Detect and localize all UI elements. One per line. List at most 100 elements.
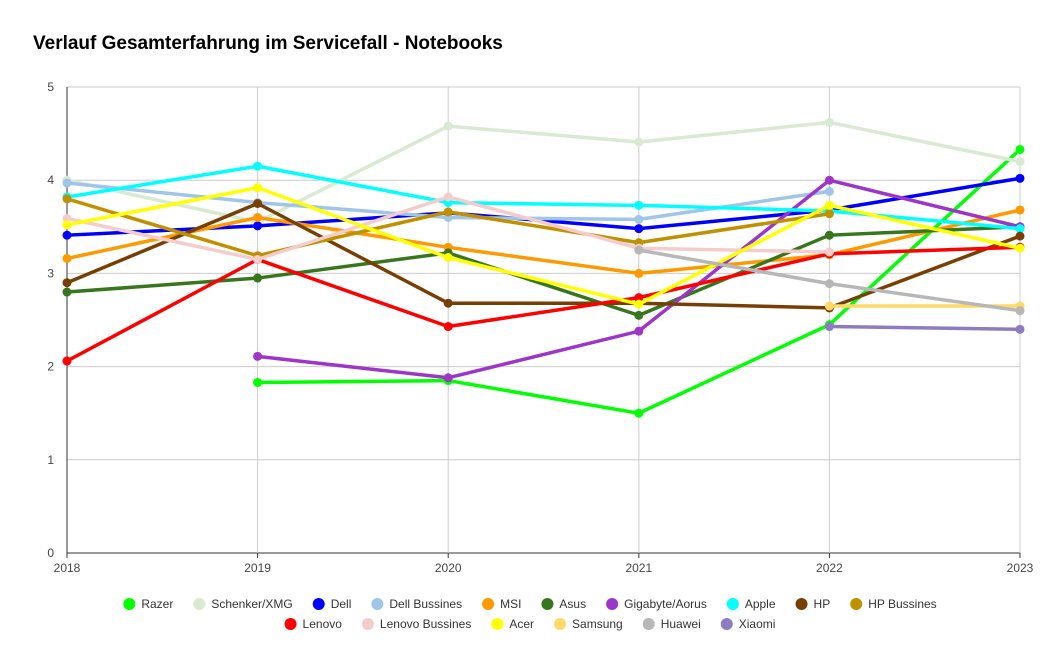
series-line bbox=[65, 225, 1022, 318]
legend-marker bbox=[312, 598, 325, 610]
data-point bbox=[443, 207, 453, 217]
legend-label: Apple bbox=[745, 597, 776, 611]
data-point bbox=[634, 268, 644, 278]
data-point bbox=[824, 279, 834, 289]
data-point bbox=[443, 192, 453, 202]
y-tick-label: 0 bbox=[47, 546, 54, 560]
legend-item: Asus bbox=[541, 597, 586, 611]
series-acer bbox=[62, 183, 1025, 309]
y-tick-label: 3 bbox=[47, 266, 54, 280]
data-point bbox=[824, 209, 834, 219]
data-point bbox=[1015, 231, 1025, 241]
legend-label: Razer bbox=[141, 597, 173, 611]
data-point bbox=[634, 245, 644, 255]
legend-item: Apple bbox=[726, 597, 776, 611]
x-tick-label: 2020 bbox=[435, 561, 462, 575]
legend-label: Gigabyte/Aorus bbox=[624, 597, 707, 611]
data-point bbox=[634, 214, 644, 224]
legend-marker bbox=[606, 598, 619, 610]
data-point bbox=[253, 377, 263, 387]
data-point bbox=[62, 278, 72, 288]
data-point bbox=[634, 224, 644, 234]
legend-item: Xiaomi bbox=[720, 617, 776, 631]
data-point bbox=[1015, 306, 1025, 316]
data-point bbox=[253, 199, 263, 208]
grid bbox=[66, 86, 1021, 554]
legend: Razer Schenker/XMG Dell Dell Bussines MSI Asu… bbox=[123, 597, 937, 631]
data-point bbox=[634, 200, 644, 210]
legend-marker bbox=[193, 598, 206, 610]
data-point bbox=[824, 200, 834, 210]
data-point bbox=[634, 293, 644, 303]
data-point bbox=[253, 221, 263, 231]
legend-label: Xiaomi bbox=[739, 617, 776, 631]
series-line bbox=[65, 208, 1022, 276]
legend-item: Gigabyte/Aorus bbox=[606, 597, 707, 611]
data-point bbox=[443, 322, 453, 332]
data-point bbox=[824, 322, 834, 332]
series-hp-bussines bbox=[62, 194, 834, 261]
data-point bbox=[62, 178, 72, 188]
data-point bbox=[253, 161, 263, 171]
data-point bbox=[443, 373, 453, 383]
data-point bbox=[634, 408, 644, 418]
legend-label: Lenovo Bussines bbox=[380, 617, 471, 631]
data-point bbox=[62, 356, 72, 366]
legend-item: HP Bussines bbox=[850, 597, 937, 611]
data-point bbox=[62, 194, 72, 204]
legend-item: MSI bbox=[482, 597, 521, 611]
legend-label: Dell Bussines bbox=[389, 597, 462, 611]
data-point bbox=[253, 254, 263, 264]
data-point bbox=[634, 137, 644, 147]
x-tick-label: 2019 bbox=[244, 561, 271, 575]
data-point bbox=[1015, 157, 1025, 167]
legend-marker bbox=[642, 618, 655, 630]
data-point bbox=[634, 299, 644, 309]
legend-marker bbox=[482, 598, 495, 610]
legend-marker bbox=[361, 618, 374, 630]
data-point bbox=[824, 247, 834, 257]
y-tick-label: 1 bbox=[47, 453, 54, 467]
y-tick-label: 5 bbox=[47, 80, 54, 94]
data-point bbox=[824, 175, 834, 185]
data-point bbox=[824, 230, 834, 240]
legend-label: HP Bussines bbox=[868, 597, 936, 611]
data-point bbox=[253, 212, 263, 222]
data-point bbox=[1015, 243, 1025, 253]
legend-label: Samsung bbox=[572, 617, 623, 631]
x-tick-label: 2018 bbox=[54, 561, 81, 575]
legend-label: Asus bbox=[559, 597, 586, 611]
legend-item: Lenovo Bussines bbox=[361, 617, 471, 631]
data-point bbox=[443, 121, 453, 131]
data-point bbox=[824, 186, 834, 196]
legend-label: Huawei bbox=[661, 617, 701, 631]
legend-marker bbox=[371, 598, 384, 610]
data-point bbox=[253, 351, 263, 361]
legend-label: MSI bbox=[500, 597, 521, 611]
series-schenker-xmg bbox=[62, 117, 1025, 227]
data-point bbox=[824, 301, 834, 311]
legend-label: HP bbox=[814, 597, 831, 611]
legend-marker bbox=[850, 598, 863, 610]
series-line bbox=[65, 176, 1022, 237]
series-huawei bbox=[634, 245, 1025, 316]
axes: 0 1 2 3 4 5 2018 2019 2020 2021 2022 2023 bbox=[47, 80, 1033, 575]
data-point bbox=[443, 253, 453, 263]
data-point bbox=[634, 310, 644, 320]
data-point bbox=[443, 298, 453, 308]
data-point bbox=[62, 287, 72, 297]
legend-marker bbox=[554, 618, 567, 630]
series-line bbox=[65, 245, 1022, 363]
series-line bbox=[65, 185, 1022, 306]
data-point bbox=[634, 326, 644, 336]
data-point bbox=[253, 183, 263, 193]
data-point bbox=[253, 273, 263, 283]
legend-marker bbox=[491, 618, 504, 630]
series-line bbox=[65, 201, 1022, 310]
data-point bbox=[1015, 224, 1025, 234]
legend-item: Dell Bussines bbox=[371, 597, 462, 611]
legend-label: Acer bbox=[509, 617, 534, 631]
series-lines bbox=[62, 117, 1025, 418]
legend-marker bbox=[795, 598, 808, 610]
